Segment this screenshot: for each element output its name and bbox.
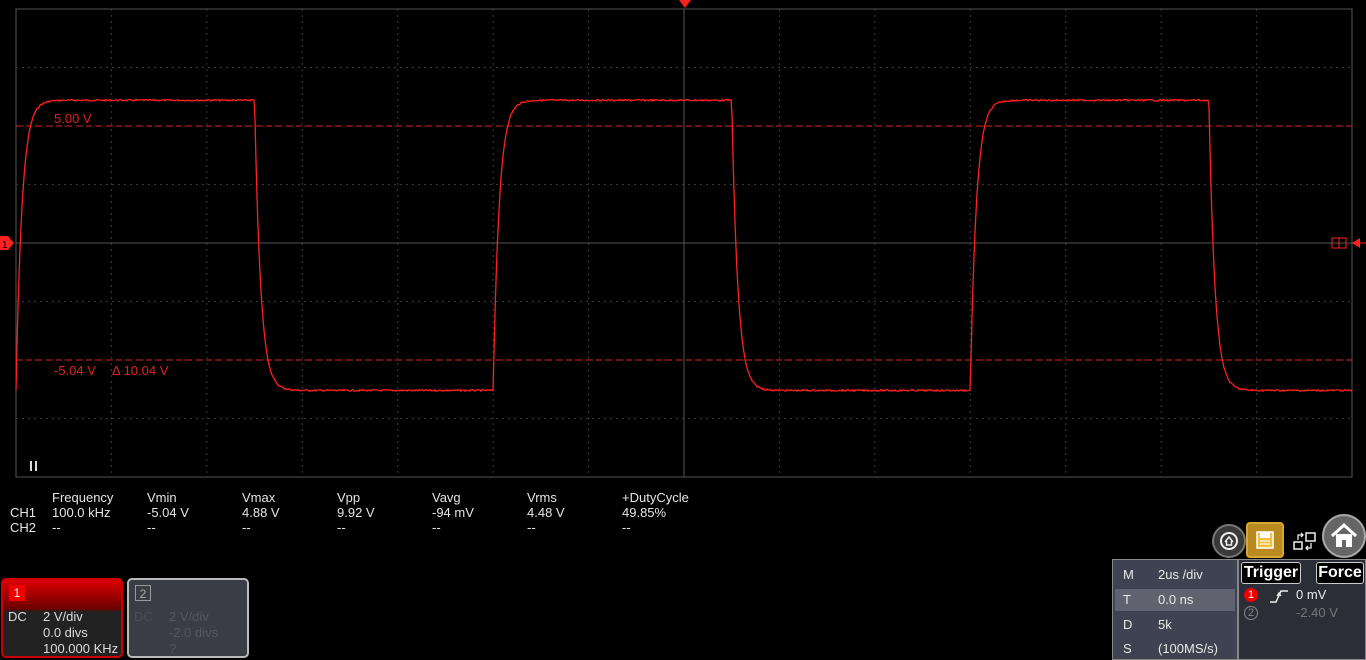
meas-header-vavg: Vavg — [432, 490, 461, 505]
trigger-ch1-indicator: 1 — [1244, 588, 1258, 602]
cursor-delta-label: Δ 10.04 V — [112, 363, 169, 378]
meas-ch2-frequency: -- — [52, 520, 61, 535]
horizontal-row-sample-rate[interactable]: S (100MS/s) — [1123, 641, 1218, 656]
trigger-level-marker[interactable] — [1331, 237, 1366, 249]
trigger-ch2-level: -2.40 V — [1296, 605, 1338, 620]
channel-1-number: 1 — [9, 585, 25, 601]
meas-ch2-vmax: -- — [242, 520, 251, 535]
trigger-position-marker[interactable] — [679, 0, 691, 8]
ch1-ground-marker[interactable]: 1 — [0, 236, 14, 251]
meas-header-vrms: Vrms — [527, 490, 557, 505]
horizontal-row-timebase[interactable]: M 2us /div — [1123, 567, 1203, 582]
meas-ch1-vrms: 4.48 V — [527, 505, 565, 520]
meas-ch1-vpp: 9.92 V — [337, 505, 375, 520]
meas-header-dutycycle: +DutyCycle — [622, 490, 689, 505]
meas-row-label-ch2: CH2 — [10, 520, 37, 535]
channel-1-card[interactable]: 1 DC 2 V/div 0.0 divs 100.000 KHz — [1, 578, 123, 658]
meas-header-vmax: Vmax — [242, 490, 276, 505]
meas-ch1-vavg: -94 mV — [432, 505, 474, 520]
measurement-table: Frequency Vmin Vmax Vpp Vavg Vrms +DutyC… — [0, 489, 760, 539]
meas-ch1-dutycycle: 49.85% — [622, 505, 667, 520]
waveform-display[interactable]: 5.00 V -5.04 V Δ 10.04 V 1 — [0, 0, 1366, 478]
channel-2-offset: -2.0 divs — [169, 625, 219, 640]
save-icon[interactable] — [1246, 522, 1284, 558]
trigger-panel: Trigger Force 1 0 mV 2 -2.40 V — [1238, 559, 1366, 660]
svg-text:1: 1 — [2, 240, 8, 251]
channel-1-offset: 0.0 divs — [43, 625, 88, 640]
cursor-lower-label: -5.04 V — [54, 363, 96, 378]
home-refresh-icon[interactable] — [1212, 524, 1246, 558]
window-layout-icon[interactable] — [1288, 524, 1322, 558]
force-button[interactable]: Force — [1316, 562, 1364, 584]
trigger-button[interactable]: Trigger — [1241, 562, 1301, 584]
pause-icon[interactable] — [30, 461, 37, 471]
home-icon[interactable] — [1322, 514, 1366, 558]
meas-row-label-ch1: CH1 — [10, 505, 37, 520]
channel-2-number: 2 — [135, 585, 151, 601]
trigger-ch2-indicator: 2 — [1244, 606, 1258, 620]
channel-2-scale: 2 V/div — [169, 609, 209, 624]
channel-1-scale: 2 V/div — [43, 609, 83, 624]
meas-ch2-dutycycle: -- — [622, 520, 631, 535]
channel-2-card[interactable]: 2 DC 2 V/div -2.0 divs ? — [127, 578, 249, 658]
meas-header-frequency: Frequency — [52, 490, 114, 505]
meas-ch2-vrms: -- — [527, 520, 536, 535]
meas-header-vpp: Vpp — [337, 490, 361, 505]
graticule-grid — [15, 8, 1353, 478]
meas-ch2-vmin: -- — [147, 520, 156, 535]
meas-ch2-vpp: -- — [337, 520, 346, 535]
trigger-ch1-level: 0 mV — [1296, 587, 1327, 602]
channel-2-frequency: ? — [169, 641, 177, 656]
horizontal-row-trigger-time[interactable]: T 0.0 ns — [1115, 589, 1235, 611]
cursor-upper-label: 5.00 V — [54, 111, 92, 126]
meas-ch1-vmin: -5.04 V — [147, 505, 189, 520]
meas-ch1-vmax: 4.88 V — [242, 505, 280, 520]
horizontal-row-depth[interactable]: D 5k — [1123, 617, 1172, 632]
channel-1-coupling: DC — [8, 609, 27, 624]
channel-1-frequency: 100.000 KHz — [43, 641, 119, 656]
horizontal-settings-panel[interactable]: M 2us /div T 0.0 ns D 5k S (100MS/s) — [1112, 559, 1238, 660]
channel-2-coupling: DC — [134, 609, 153, 624]
ch1-waveform-trace — [15, 98, 1353, 393]
rising-edge-icon — [1270, 590, 1288, 603]
meas-ch2-vavg: -- — [432, 520, 441, 535]
meas-ch1-frequency: 100.0 kHz — [52, 505, 111, 520]
meas-header-vmin: Vmin — [147, 490, 177, 505]
